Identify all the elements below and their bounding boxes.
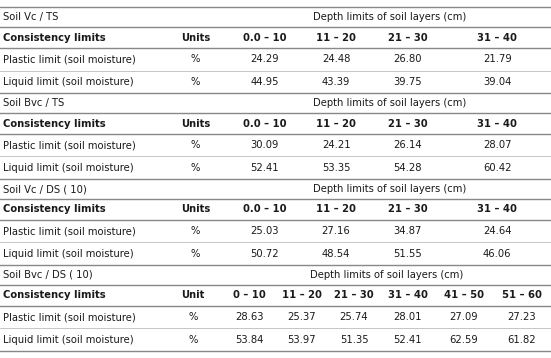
Text: Unit: Unit: [181, 290, 204, 300]
Text: 48.54: 48.54: [322, 249, 350, 259]
Text: 31 – 40: 31 – 40: [477, 33, 517, 43]
Text: 30.09: 30.09: [250, 140, 279, 150]
Text: Soil Vc / TS: Soil Vc / TS: [3, 12, 58, 22]
Text: Depth limits of soil layers (cm): Depth limits of soil layers (cm): [310, 270, 464, 280]
Text: 24.29: 24.29: [250, 54, 279, 64]
Text: 0.0 – 10: 0.0 – 10: [243, 204, 286, 214]
Text: 26.80: 26.80: [393, 54, 422, 64]
Text: %: %: [191, 163, 201, 173]
Text: 53.97: 53.97: [288, 335, 316, 345]
Text: 60.42: 60.42: [483, 163, 511, 173]
Text: 53.84: 53.84: [235, 335, 263, 345]
Text: 44.95: 44.95: [250, 77, 279, 87]
Text: 41 – 50: 41 – 50: [444, 290, 484, 300]
Text: 28.07: 28.07: [483, 140, 511, 150]
Text: 24.48: 24.48: [322, 54, 350, 64]
Text: 46.06: 46.06: [483, 249, 511, 259]
Text: %: %: [191, 54, 201, 64]
Text: 21 – 30: 21 – 30: [388, 33, 428, 43]
Text: 25.03: 25.03: [250, 226, 279, 236]
Text: Soil Bvc / TS: Soil Bvc / TS: [3, 98, 64, 108]
Text: Liquid limit (soil moisture): Liquid limit (soil moisture): [3, 335, 134, 345]
Text: 50.72: 50.72: [250, 249, 279, 259]
Text: 24.64: 24.64: [483, 226, 511, 236]
Text: 11 – 20: 11 – 20: [282, 290, 322, 300]
Text: 27.23: 27.23: [507, 312, 536, 322]
Text: 52.41: 52.41: [393, 335, 422, 345]
Text: Depth limits of soil layers (cm): Depth limits of soil layers (cm): [313, 12, 467, 22]
Text: 62.59: 62.59: [449, 335, 478, 345]
Text: Depth limits of soil layers (cm): Depth limits of soil layers (cm): [313, 184, 467, 194]
Text: Plastic limit (soil moisture): Plastic limit (soil moisture): [3, 140, 136, 150]
Text: 28.01: 28.01: [393, 312, 422, 322]
Text: 27.09: 27.09: [450, 312, 478, 322]
Text: 21 – 30: 21 – 30: [334, 290, 374, 300]
Text: 0.0 – 10: 0.0 – 10: [243, 118, 286, 129]
Text: Liquid limit (soil moisture): Liquid limit (soil moisture): [3, 249, 134, 259]
Text: Consistency limits: Consistency limits: [3, 33, 106, 43]
Text: 26.14: 26.14: [393, 140, 422, 150]
Text: 52.41: 52.41: [250, 163, 279, 173]
Text: 51.55: 51.55: [393, 249, 422, 259]
Text: Units: Units: [181, 204, 210, 214]
Text: 25.37: 25.37: [288, 312, 316, 322]
Text: 34.87: 34.87: [393, 226, 422, 236]
Text: 61.82: 61.82: [507, 335, 536, 345]
Text: %: %: [191, 249, 201, 259]
Text: 31 – 40: 31 – 40: [477, 204, 517, 214]
Text: 24.21: 24.21: [322, 140, 350, 150]
Text: Plastic limit (soil moisture): Plastic limit (soil moisture): [3, 226, 136, 236]
Text: 54.28: 54.28: [393, 163, 422, 173]
Text: 25.74: 25.74: [340, 312, 368, 322]
Text: 21.79: 21.79: [483, 54, 512, 64]
Text: 11 – 20: 11 – 20: [316, 33, 356, 43]
Text: 51 – 60: 51 – 60: [501, 290, 542, 300]
Text: Soil Vc / DS ( 10): Soil Vc / DS ( 10): [3, 184, 87, 194]
Text: 31 – 40: 31 – 40: [388, 290, 428, 300]
Text: Soil Bvc / DS ( 10): Soil Bvc / DS ( 10): [3, 270, 93, 280]
Text: %: %: [191, 77, 201, 87]
Text: 21 – 30: 21 – 30: [388, 118, 428, 129]
Text: Units: Units: [181, 33, 210, 43]
Text: %: %: [188, 312, 198, 322]
Text: Plastic limit (soil moisture): Plastic limit (soil moisture): [3, 54, 136, 64]
Text: 11 – 20: 11 – 20: [316, 204, 356, 214]
Text: Liquid limit (soil moisture): Liquid limit (soil moisture): [3, 77, 134, 87]
Text: 53.35: 53.35: [322, 163, 350, 173]
Text: 43.39: 43.39: [322, 77, 350, 87]
Text: 28.63: 28.63: [235, 312, 263, 322]
Text: %: %: [188, 335, 198, 345]
Text: 39.04: 39.04: [483, 77, 511, 87]
Text: Consistency limits: Consistency limits: [3, 118, 106, 129]
Text: Depth limits of soil layers (cm): Depth limits of soil layers (cm): [313, 98, 467, 108]
Text: Units: Units: [181, 118, 210, 129]
Text: 39.75: 39.75: [393, 77, 422, 87]
Text: 0 – 10: 0 – 10: [233, 290, 266, 300]
Text: Consistency limits: Consistency limits: [3, 204, 106, 214]
Text: Plastic limit (soil moisture): Plastic limit (soil moisture): [3, 312, 136, 322]
Text: 21 – 30: 21 – 30: [388, 204, 428, 214]
Text: %: %: [191, 226, 201, 236]
Text: 11 – 20: 11 – 20: [316, 118, 356, 129]
Text: Consistency limits: Consistency limits: [3, 290, 106, 300]
Text: 0.0 – 10: 0.0 – 10: [243, 33, 286, 43]
Text: 27.16: 27.16: [322, 226, 350, 236]
Text: 51.35: 51.35: [340, 335, 368, 345]
Text: 31 – 40: 31 – 40: [477, 118, 517, 129]
Text: %: %: [191, 140, 201, 150]
Text: Liquid limit (soil moisture): Liquid limit (soil moisture): [3, 163, 134, 173]
